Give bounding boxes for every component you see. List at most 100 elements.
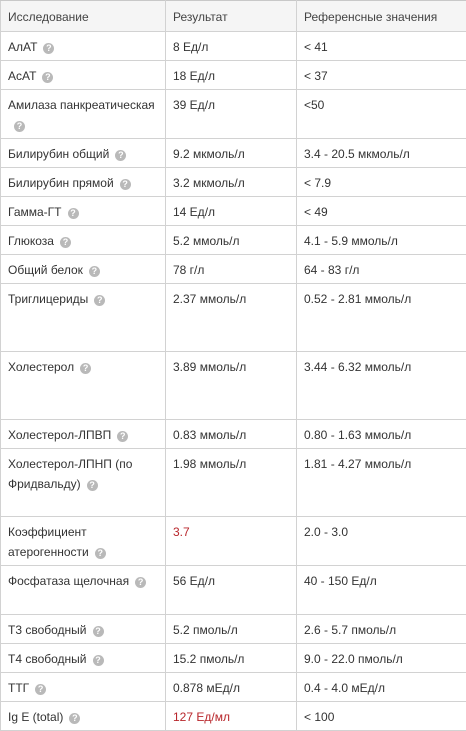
test-name-cell: АлАТ? — [1, 32, 166, 61]
help-icon[interactable]: ? — [115, 150, 126, 161]
help-icon[interactable]: ? — [89, 266, 100, 277]
reference-range: < 7.9 — [297, 168, 466, 197]
reference-range: 64 - 83 г/л — [297, 255, 466, 284]
test-name: Холестерол-ЛПНП (по Фридвальду) — [8, 457, 132, 491]
table-row: АсАТ?18 Ед/л< 37 — [1, 61, 466, 90]
result-value: 1.98 ммоль/л — [166, 449, 297, 517]
reference-range: < 41 — [297, 32, 466, 61]
test-name-cell: Общий белок? — [1, 255, 166, 284]
help-icon[interactable]: ? — [43, 43, 54, 54]
header-test: Исследование — [1, 1, 166, 32]
help-icon[interactable]: ? — [14, 121, 25, 132]
test-name: Гамма-ГТ — [8, 205, 62, 219]
test-name: Триглицериды — [8, 292, 88, 306]
help-icon[interactable]: ? — [35, 684, 46, 695]
test-name: Коэффициент атерогенности — [8, 525, 89, 559]
reference-range: < 100 — [297, 702, 466, 731]
result-value: 3.2 мкмоль/л — [166, 168, 297, 197]
test-name-cell: Билирубин общий? — [1, 139, 166, 168]
help-icon[interactable]: ? — [135, 577, 146, 588]
help-icon[interactable]: ? — [87, 480, 98, 491]
reference-range: 0.52 - 2.81 ммоль/л — [297, 284, 466, 352]
result-value: 78 г/л — [166, 255, 297, 284]
help-icon[interactable]: ? — [68, 208, 79, 219]
help-icon[interactable]: ? — [93, 655, 104, 666]
help-icon[interactable]: ? — [60, 237, 71, 248]
reference-range: <50 — [297, 90, 466, 139]
table-row: Амилаза панкреатическая?39 Ед/л<50 — [1, 90, 466, 139]
test-name-cell: Т3 свободный? — [1, 615, 166, 644]
table-row: Билирубин прямой?3.2 мкмоль/л< 7.9 — [1, 168, 466, 197]
header-reference: Референсные значения — [297, 1, 466, 32]
test-name: Билирубин прямой — [8, 176, 114, 190]
result-value: 9.2 мкмоль/л — [166, 139, 297, 168]
help-icon[interactable]: ? — [42, 72, 53, 83]
header-result: Результат — [166, 1, 297, 32]
test-name-cell: Амилаза панкреатическая? — [1, 90, 166, 139]
help-icon[interactable]: ? — [80, 363, 91, 374]
test-name: Амилаза панкреатическая — [8, 98, 155, 112]
reference-range: 9.0 - 22.0 пмоль/л — [297, 644, 466, 673]
help-icon[interactable]: ? — [69, 713, 80, 724]
result-value: 5.2 ммоль/л — [166, 226, 297, 255]
reference-range: < 49 — [297, 197, 466, 226]
test-name: Ig E (total) — [8, 710, 63, 724]
test-name-cell: Глюкоза? — [1, 226, 166, 255]
result-value: 3.7 — [166, 517, 297, 566]
help-icon[interactable]: ? — [95, 548, 106, 559]
test-name-cell: Коэффициент атерогенности? — [1, 517, 166, 566]
table-row: Холестерол-ЛПНП (по Фридвальду)?1.98 ммо… — [1, 449, 466, 517]
test-name-cell: Триглицериды? — [1, 284, 166, 352]
reference-range: 1.81 - 4.27 ммоль/л — [297, 449, 466, 517]
test-name: ТТГ — [8, 681, 29, 695]
test-name-cell: Холестерол-ЛПНП (по Фридвальду)? — [1, 449, 166, 517]
table-header-row: Исследование Результат Референсные значе… — [1, 1, 466, 32]
test-name: Общий белок — [8, 263, 83, 277]
reference-range: 0.4 - 4.0 мЕд/л — [297, 673, 466, 702]
table-row: Ig E (total)? 127 Ед/мл< 100 — [1, 702, 466, 731]
test-name: Фосфатаза щелочная — [8, 574, 129, 588]
help-icon[interactable]: ? — [94, 295, 105, 306]
result-value: 18 Ед/л — [166, 61, 297, 90]
reference-range: 0.80 - 1.63 ммоль/л — [297, 420, 466, 449]
result-value: 5.2 пмоль/л — [166, 615, 297, 644]
test-name-cell: Т4 свободный? — [1, 644, 166, 673]
reference-range: 2.0 - 3.0 — [297, 517, 466, 566]
test-name-cell: Билирубин прямой? — [1, 168, 166, 197]
table-row: АлАТ?8 Ед/л< 41 — [1, 32, 466, 61]
test-name-cell: Гамма-ГТ? — [1, 197, 166, 226]
result-value: 3.89 ммоль/л — [166, 352, 297, 420]
result-value: 39 Ед/л — [166, 90, 297, 139]
test-name: Т4 свободный — [8, 652, 87, 666]
reference-range: 2.6 - 5.7 пмоль/л — [297, 615, 466, 644]
result-value: 0.83 ммоль/л — [166, 420, 297, 449]
test-name: Холестерол-ЛПВП — [8, 428, 111, 442]
test-name: Холестерол — [8, 360, 74, 374]
help-icon[interactable]: ? — [93, 626, 104, 637]
test-name: Т3 свободный — [8, 623, 87, 637]
test-name-cell: Фосфатаза щелочная? — [1, 566, 166, 615]
reference-range: 3.4 - 20.5 мкмоль/л — [297, 139, 466, 168]
test-name: Глюкоза — [8, 234, 54, 248]
result-value: 127 Ед/мл — [166, 702, 297, 731]
reference-range: 4.1 - 5.9 ммоль/л — [297, 226, 466, 255]
result-value: 14 Ед/л — [166, 197, 297, 226]
help-icon[interactable]: ? — [120, 179, 131, 190]
help-icon[interactable]: ? — [117, 431, 128, 442]
reference-range: < 37 — [297, 61, 466, 90]
test-name-cell: ТТГ? — [1, 673, 166, 702]
result-value: 15.2 пмоль/л — [166, 644, 297, 673]
result-value: 2.37 ммоль/л — [166, 284, 297, 352]
